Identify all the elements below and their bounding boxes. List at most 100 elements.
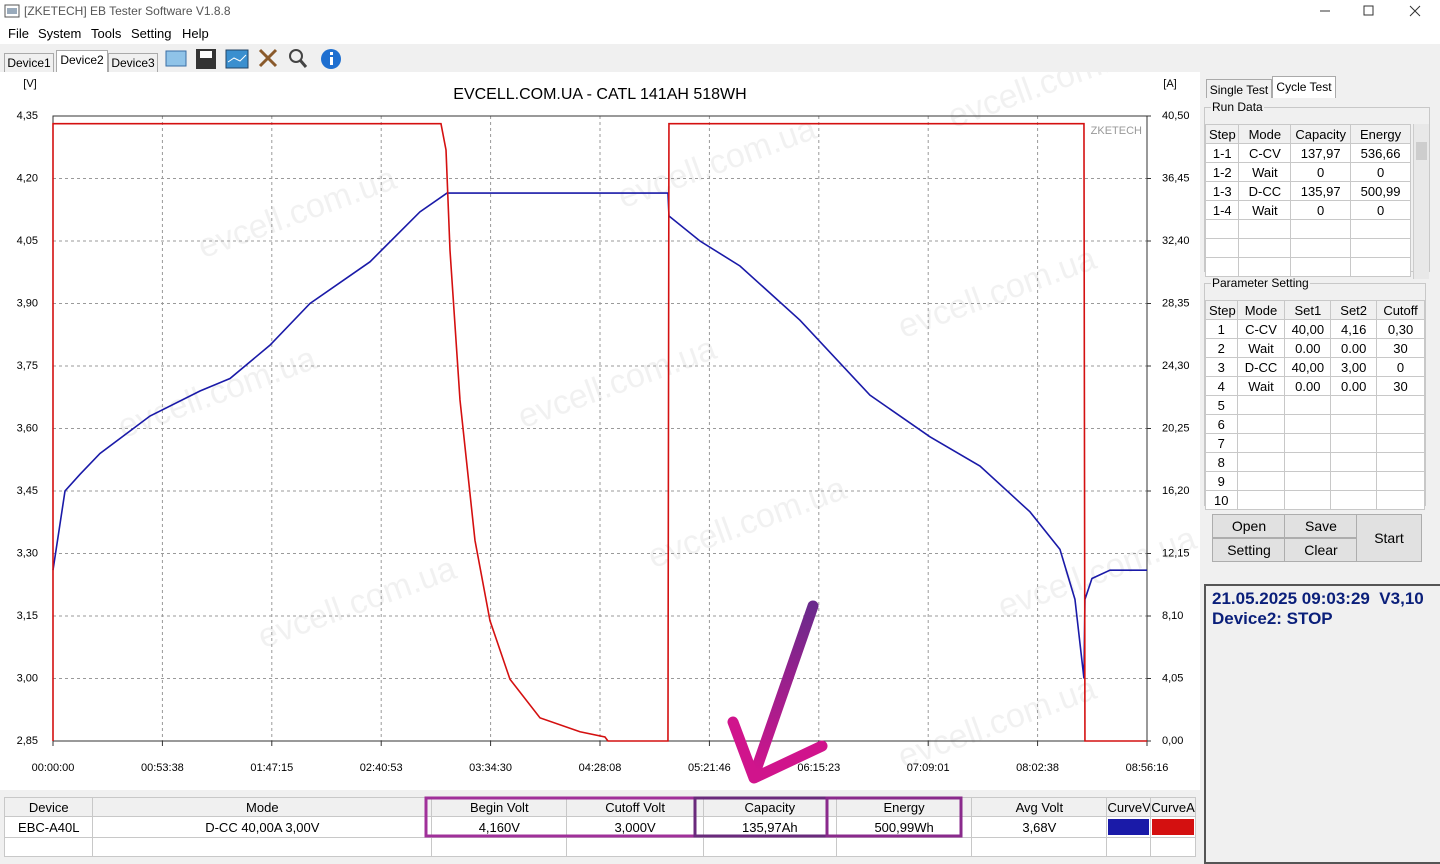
column-header: Set1	[1284, 300, 1332, 320]
x-tick-label: 00:53:38	[141, 762, 184, 774]
menu-item[interactable]: Setting	[131, 26, 172, 41]
toolbar: Device1 Device2 Device3	[0, 44, 1440, 73]
group-box: Parameter Setting Step Mode Set1 Set2 Cutoff 1…	[1204, 276, 1426, 510]
cell	[1204, 238, 1240, 258]
cell: 135,97Ah	[702, 816, 837, 838]
cell	[1376, 490, 1425, 510]
cell	[1238, 219, 1292, 239]
button[interactable]: Start	[1356, 514, 1422, 562]
y2-tick-label: 16,20	[1162, 485, 1190, 497]
button[interactable]: Open	[1212, 514, 1286, 538]
tools-icon[interactable]	[258, 48, 278, 68]
scrollbar[interactable]	[1413, 124, 1429, 279]
cell	[431, 837, 568, 857]
cell	[1376, 452, 1425, 472]
column-header: Step	[1204, 124, 1240, 144]
y2-tick-label: 32,40	[1162, 235, 1190, 247]
status-line: Device2: STOP	[1212, 609, 1333, 628]
column-header: Capacity	[702, 797, 837, 817]
data-row: 3 D-CC 40,00 3,00 0	[1205, 357, 1425, 377]
device-tab[interactable]: Device1	[4, 53, 54, 72]
data-row: 1 C-CV 40,00 4,16 0,30	[1205, 319, 1425, 339]
data-row: 1-2 Wait 0 0	[1204, 162, 1411, 182]
cell	[971, 837, 1108, 857]
cell	[1238, 257, 1292, 277]
y2-axis-label: [A]	[1163, 78, 1176, 90]
menu-item[interactable]: System	[38, 26, 82, 41]
menu-item[interactable]: File	[8, 26, 29, 41]
cell: 0	[1376, 357, 1425, 377]
cell: 0.00	[1330, 376, 1378, 396]
header-row: Step Mode Set1 Set2 Cutoff	[1205, 300, 1425, 320]
close[interactable]	[1409, 5, 1421, 17]
cell: 500,99	[1350, 181, 1411, 201]
group-title: Run Data	[1212, 100, 1263, 114]
button[interactable]: Setting	[1212, 538, 1286, 562]
cell: 137,97	[1290, 143, 1352, 163]
data-row: 1-1 C-CV 137,97 536,66	[1204, 143, 1411, 163]
y2-tick-label: 8,10	[1162, 610, 1183, 622]
result-table: Device Mode Begin Volt Cutoff Volt Capacity E…	[3, 797, 1196, 857]
cell: 1-1	[1204, 143, 1240, 163]
cell	[1106, 837, 1152, 857]
cell	[1238, 238, 1292, 258]
cell: 135,97	[1290, 181, 1352, 201]
button[interactable]: Clear	[1284, 538, 1358, 562]
cell: 1-4	[1204, 200, 1240, 220]
scroll-thumb[interactable]	[1416, 142, 1427, 160]
cell: Wait	[1236, 338, 1286, 358]
device-tab[interactable]: Device2	[56, 50, 108, 73]
cell: 3,68V	[971, 816, 1108, 838]
cell: 8	[1205, 452, 1238, 472]
cell	[1236, 471, 1286, 491]
button[interactable]: Save	[1284, 514, 1358, 538]
cell: 6	[1205, 414, 1238, 434]
column-header: Cutoff Volt	[566, 797, 704, 817]
column-header: Energy	[835, 797, 973, 817]
maximize[interactable]	[1363, 5, 1374, 16]
data-row: 6	[1205, 414, 1425, 434]
y2-tick-label: 36,45	[1162, 172, 1190, 184]
y2-tick-label: 28,35	[1162, 297, 1190, 309]
cell: D-CC	[1238, 181, 1292, 201]
toolbar-icons[interactable]	[162, 46, 352, 72]
column-header: Mode	[1238, 124, 1292, 144]
zoom-icon[interactable]	[289, 49, 303, 63]
x-tick-label: 03:34:30	[469, 762, 512, 774]
y-tick-label: 3,45	[17, 485, 38, 497]
cell	[1350, 238, 1411, 258]
y-tick-label: 3,60	[17, 422, 38, 434]
cell	[1330, 471, 1378, 491]
blank-row	[1204, 238, 1411, 258]
cell	[1236, 452, 1286, 472]
mode-tab[interactable]: Cycle Test	[1272, 76, 1336, 98]
menu-item[interactable]: Tools	[91, 26, 122, 41]
chart: EVCELL.COM.UA - CATL 141AH 518WH [V] [A]…	[0, 72, 1200, 790]
cell	[1204, 219, 1240, 239]
data-row: 8	[1205, 452, 1425, 472]
cell: D-CC 40,00A 3,00V	[92, 816, 433, 838]
menu-item[interactable]: Help	[182, 26, 209, 41]
status-line: 21.05.2025 09:03:29 V3,10	[1212, 589, 1424, 608]
column-header: Set2	[1330, 300, 1378, 320]
data-grid: Step Mode Set1 Set2 Cutoff 1 C-CV 40,00 4,16 0,30…	[1205, 300, 1425, 510]
cell: 9	[1205, 471, 1238, 491]
window-controls[interactable]	[1300, 0, 1440, 22]
cell: 0.00	[1330, 338, 1378, 358]
column-header: Device	[3, 797, 94, 817]
data-grid: Step Mode Capacity Energy 1-1 C-CV 137,97 536,6…	[1204, 124, 1411, 277]
mode-tab[interactable]: Single Test	[1206, 79, 1272, 98]
open-icon[interactable]	[165, 50, 187, 67]
cell	[1290, 238, 1352, 258]
cell	[566, 837, 704, 857]
cell: 0	[1290, 200, 1352, 220]
cell: 536,66	[1350, 143, 1411, 163]
cell	[1236, 490, 1286, 510]
cell: 0	[1350, 162, 1411, 182]
y-tick-label: 3,00	[17, 672, 38, 684]
y2-tick-label: 0,00	[1162, 735, 1183, 747]
cell: 10	[1205, 490, 1238, 510]
cell	[702, 837, 837, 857]
device-tab[interactable]: Device3	[108, 53, 158, 72]
